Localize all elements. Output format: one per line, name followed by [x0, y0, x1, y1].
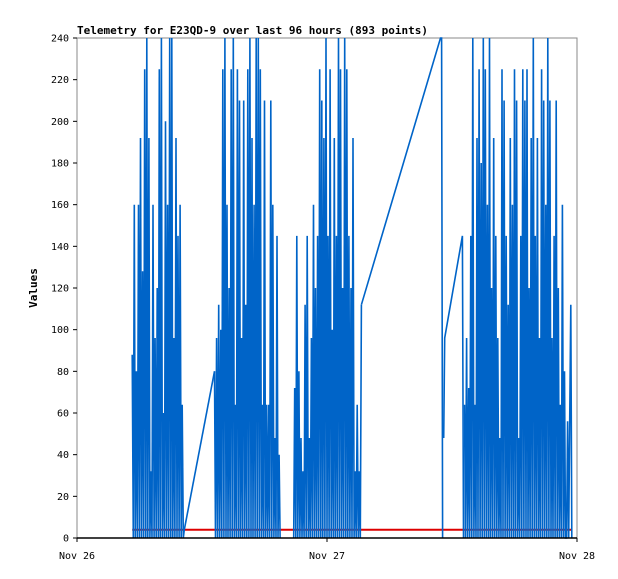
y-tick-label: 140	[51, 242, 69, 253]
y-tick-label: 0	[63, 534, 69, 545]
x-tick-label: Nov 28	[559, 551, 595, 562]
telemetry-series-line	[442, 235, 465, 539]
y-tick-label: 80	[57, 367, 69, 378]
telemetry-series-line	[360, 37, 444, 539]
telemetry-series-line	[131, 37, 186, 539]
y-tick-label: 100	[51, 325, 69, 336]
y-axis: 0 20 40 60 80 100 120 140 160 180 200 220 240	[51, 34, 77, 545]
y-tick-label: 220	[51, 75, 69, 86]
telemetry-series-line	[463, 37, 573, 539]
y-tick-label: 60	[57, 409, 69, 420]
telemetry-series-line	[183, 371, 216, 530]
y-tick-label: 120	[51, 284, 69, 295]
chart-title: Telemetry for E23QD-9 over last 96 hours…	[77, 24, 428, 37]
series-layer	[131, 37, 573, 539]
y-tick-label: 160	[51, 200, 69, 211]
telemetry-series-line	[213, 37, 281, 539]
telemetry-series-line	[292, 37, 363, 539]
x-tick-label: Nov 26	[59, 551, 95, 562]
y-tick-label: 180	[51, 159, 69, 170]
y-tick-label: 20	[57, 492, 69, 503]
x-tick-label: Nov 27	[309, 551, 345, 562]
y-axis-label: Values	[27, 268, 40, 308]
y-tick-label: 40	[57, 450, 69, 461]
y-tick-label: 200	[51, 117, 69, 128]
x-axis: Nov 26 Nov 27 Nov 28	[59, 538, 595, 562]
y-tick-label: 240	[51, 34, 69, 45]
